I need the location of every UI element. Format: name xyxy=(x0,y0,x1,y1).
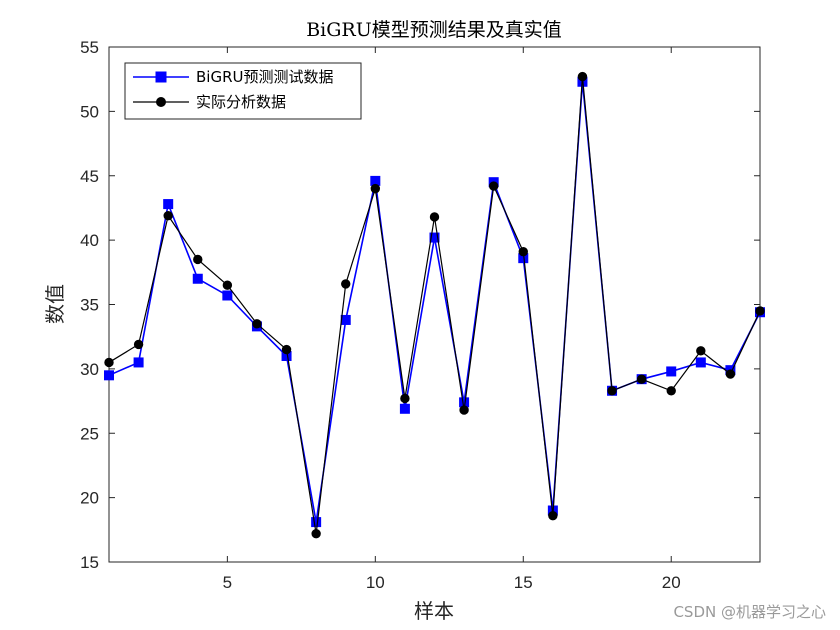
legend-label-prediction: BiGRU预测测试数据 xyxy=(196,68,333,86)
data-point-1 xyxy=(488,181,499,191)
axis-ticks xyxy=(109,46,760,563)
y-tick-label: 45 xyxy=(80,167,99,186)
data-point-0 xyxy=(695,357,706,368)
data-point-1 xyxy=(104,357,114,368)
chart-title: BiGRU模型预测结果及真实值 xyxy=(306,19,562,41)
data-point-1 xyxy=(696,346,706,356)
data-point-1 xyxy=(725,369,736,379)
series-1 xyxy=(104,71,765,539)
y-tick-label: 40 xyxy=(80,231,99,250)
data-point-1 xyxy=(163,210,173,221)
data-point-1 xyxy=(193,254,203,265)
data-point-1 xyxy=(400,393,410,404)
data-point-1 xyxy=(518,247,528,257)
y-tick-label: 50 xyxy=(80,102,99,121)
data-point-1 xyxy=(666,386,676,396)
data-point-1 xyxy=(252,319,262,329)
data-point-0 xyxy=(104,370,114,381)
data-point-0 xyxy=(192,273,203,284)
x-tick-label: 10 xyxy=(366,573,385,592)
data-point-1 xyxy=(311,528,321,539)
data-point-1 xyxy=(341,279,351,289)
data-point-0 xyxy=(163,199,174,210)
x-tick-label: 15 xyxy=(514,573,533,592)
data-point-0 xyxy=(429,232,440,243)
data-point-0 xyxy=(311,517,322,528)
data-point-1 xyxy=(370,183,381,194)
y-tick-label: 55 xyxy=(80,38,99,57)
y-tick-label: 20 xyxy=(80,489,99,508)
data-point-1 xyxy=(755,306,765,316)
data-point-0 xyxy=(666,366,677,377)
data-point-0 xyxy=(340,314,351,325)
legend-label-actual: 实际分析数据 xyxy=(196,93,286,111)
data-point-0 xyxy=(222,290,233,301)
data-point-1 xyxy=(459,405,469,415)
legend-marker-actual xyxy=(156,97,166,107)
data-point-1 xyxy=(636,374,647,384)
y-tick-label: 15 xyxy=(80,553,99,572)
data-point-0 xyxy=(399,403,410,414)
x-tick-label: 20 xyxy=(662,573,681,592)
y-tick-label: 35 xyxy=(80,296,99,315)
data-point-1 xyxy=(133,339,144,350)
legend-marker-prediction xyxy=(155,71,167,83)
watermark: CSDN @机器学习之心 xyxy=(673,603,826,621)
data-point-1 xyxy=(607,386,617,396)
data-point-1 xyxy=(429,212,440,222)
y-axis-label: 数值 xyxy=(43,284,67,324)
plot-area xyxy=(108,46,761,563)
series-layer xyxy=(104,71,765,539)
x-tick-label: 5 xyxy=(223,573,232,592)
data-point-0 xyxy=(133,357,144,368)
y-tick-label: 25 xyxy=(80,424,99,443)
y-tick-label: 30 xyxy=(80,360,99,379)
data-point-1 xyxy=(548,510,558,521)
legend: BiGRU预测测试数据 实际分析数据 xyxy=(124,62,362,120)
data-point-1 xyxy=(281,344,292,355)
data-point-1 xyxy=(222,280,233,290)
x-axis-label: 样本 xyxy=(414,599,454,623)
data-point-1 xyxy=(577,71,588,82)
